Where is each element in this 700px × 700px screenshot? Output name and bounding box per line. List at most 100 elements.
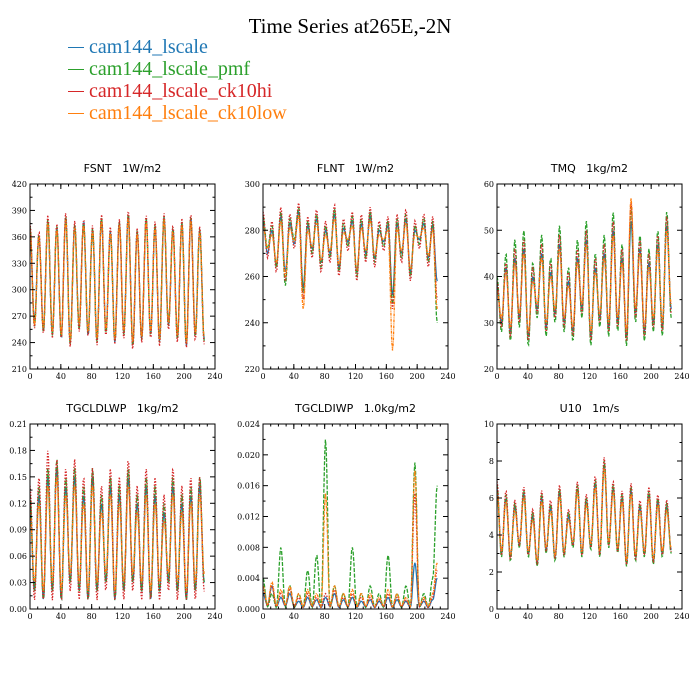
chart-title: TMQ 1kg/m2	[550, 162, 628, 175]
x-tick-label: 200	[644, 372, 659, 381]
series-line	[263, 214, 438, 351]
chart-panel: TGCLDIWP 1.0kg/m2 0 40 80 120 160 200 240 0.000 0…	[237, 402, 456, 621]
x-tick-label: 40	[289, 372, 299, 381]
y-tick-label: 0.03	[9, 579, 27, 588]
x-tick-label: 80	[320, 612, 330, 621]
y-tick-label: 2	[489, 568, 494, 577]
y-tick-label: 0.016	[237, 482, 260, 491]
x-tick-label: 200	[410, 612, 425, 621]
x-tick-label: 0	[27, 372, 32, 381]
x-tick-label: 120	[582, 372, 597, 381]
y-tick-label: 260	[245, 273, 260, 282]
x-tick-label: 80	[554, 372, 564, 381]
series-group	[30, 211, 205, 349]
y-tick-label: 10	[484, 420, 494, 429]
x-tick-label: 0	[494, 372, 499, 381]
legend-line-icon	[68, 68, 84, 70]
y-tick-label: 0.18	[9, 446, 27, 455]
legend-line-icon	[68, 112, 84, 114]
series-group	[263, 202, 438, 351]
chart-title: TGCLDLWP 1kg/m2	[65, 402, 178, 415]
x-tick-label: 80	[87, 612, 97, 621]
chart-title: FLNT 1W/m2	[317, 162, 394, 175]
x-tick-label: 160	[613, 612, 628, 621]
legend-item: cam144_lscale_ck10hi	[68, 80, 287, 102]
y-tick-label: 20	[484, 365, 494, 374]
chart-panel: FLNT 1W/m2 0 40 80 120 160 200 240 220 240 260 280 3…	[245, 162, 456, 381]
y-tick-label: 0.008	[237, 543, 260, 552]
plot-frame	[262, 423, 449, 610]
chart-title: U10 1m/s	[560, 402, 620, 415]
y-tick-label: 0.06	[9, 552, 27, 561]
y-tick-label: 210	[12, 365, 27, 374]
chart-panel: FSNT 1W/m2 0 40 80 120 160 200 240 210 240 270 300 3…	[12, 162, 223, 381]
y-tick-label: 8	[489, 457, 494, 466]
y-tick-label: 0.000	[237, 605, 260, 614]
x-tick-label: 120	[115, 372, 130, 381]
y-tick-label: 270	[12, 312, 27, 321]
x-tick-label: 200	[644, 612, 659, 621]
series-line	[30, 211, 205, 349]
legend-item: cam144_lscale_pmf	[68, 58, 287, 80]
x-tick-label: 40	[523, 372, 533, 381]
x-tick-label: 240	[674, 612, 689, 621]
y-tick-label: 0.024	[237, 420, 260, 429]
x-tick-label: 240	[207, 372, 222, 381]
legend: cam144_lscale cam144_lscale_pmf cam144_l…	[68, 36, 287, 124]
chart-panel: TGCLDLWP 1kg/m2 0 40 80 120 160 200 240 0.00 0.03…	[9, 402, 222, 621]
y-tick-label: 240	[12, 339, 27, 348]
x-tick-label: 240	[674, 372, 689, 381]
x-tick-label: 40	[56, 372, 66, 381]
y-tick-label: 390	[12, 206, 27, 215]
x-tick-label: 200	[410, 372, 425, 381]
y-tick-label: 0.004	[237, 574, 260, 583]
chart-title: FSNT 1W/m2	[84, 162, 162, 175]
x-tick-label: 160	[146, 612, 161, 621]
y-tick-label: 0	[489, 605, 494, 614]
legend-label: cam144_lscale_pmf	[89, 58, 251, 80]
y-tick-label: 4	[489, 531, 494, 540]
x-tick-label: 120	[115, 612, 130, 621]
x-tick-label: 40	[289, 612, 299, 621]
y-tick-label: 0.00	[9, 605, 27, 614]
plot-frame	[496, 423, 683, 610]
series-group	[497, 198, 672, 347]
x-tick-label: 40	[523, 612, 533, 621]
y-tick-label: 0.020	[237, 451, 260, 460]
series-group	[263, 439, 438, 609]
x-tick-label: 80	[320, 372, 330, 381]
series-line	[30, 477, 205, 593]
legend-item: cam144_lscale_ck10low	[68, 102, 287, 124]
x-tick-label: 160	[379, 612, 394, 621]
y-tick-label: 330	[12, 259, 27, 268]
series-line	[497, 198, 672, 334]
series-line	[30, 218, 205, 343]
chart-title: TGCLDIWP 1.0kg/m2	[294, 402, 416, 415]
y-tick-label: 50	[484, 226, 494, 235]
x-tick-label: 80	[554, 612, 564, 621]
legend-line-icon	[68, 46, 84, 48]
plot-frame	[496, 183, 683, 370]
legend-label: cam144_lscale_ck10low	[89, 102, 287, 124]
x-tick-label: 120	[582, 612, 597, 621]
y-tick-label: 360	[12, 233, 27, 242]
y-tick-label: 300	[12, 286, 27, 295]
x-tick-label: 200	[177, 612, 192, 621]
series-line	[263, 493, 438, 609]
y-tick-label: 300	[245, 180, 260, 189]
legend-label: cam144_lscale	[89, 36, 208, 58]
y-tick-label: 0.12	[9, 499, 27, 508]
x-tick-label: 0	[260, 372, 265, 381]
y-tick-label: 40	[484, 273, 494, 282]
x-tick-label: 160	[379, 372, 394, 381]
y-tick-label: 0.15	[9, 473, 27, 482]
y-tick-label: 30	[484, 319, 494, 328]
chart-panel: U10 1m/s 0 40 80 120 160 200 240 0 2 4 6 8 10	[484, 402, 690, 621]
y-tick-label: 0.012	[237, 513, 260, 522]
x-tick-label: 160	[613, 372, 628, 381]
legend-label: cam144_lscale_ck10hi	[89, 80, 273, 102]
series-line	[497, 468, 672, 562]
x-tick-label: 240	[440, 372, 455, 381]
series-line	[497, 457, 672, 565]
